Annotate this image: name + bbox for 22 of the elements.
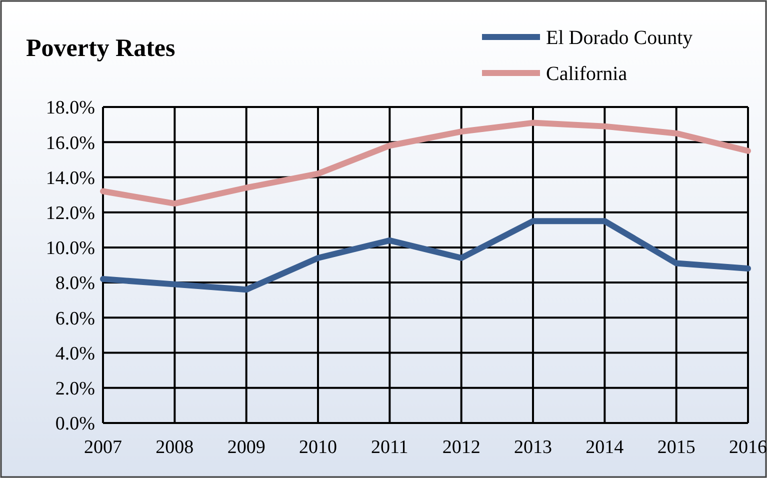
legend-label: El Dorado County: [546, 27, 693, 49]
y-tick-label: 6.0%: [55, 308, 96, 330]
x-tick-label: 2007: [84, 437, 122, 458]
y-tick-label: 2.0%: [55, 378, 96, 400]
y-tick-label: 0.0%: [55, 414, 96, 435]
x-tick-label: 2014: [586, 437, 624, 458]
x-tick-label: 2012: [442, 437, 480, 458]
x-tick-label: 2009: [227, 437, 266, 458]
y-tick-label: 16.0%: [46, 132, 96, 154]
chart-title: Poverty Rates: [26, 35, 176, 62]
legend-label: California: [546, 63, 628, 85]
y-tick-label: 14.0%: [46, 168, 96, 189]
y-tick-label: 8.0%: [55, 273, 96, 294]
x-tick-label: 2008: [156, 437, 194, 458]
y-tick-label: 12.0%: [46, 202, 96, 224]
y-tick-label: 18.0%: [46, 98, 96, 119]
x-tick-label: 2013: [514, 437, 552, 458]
x-tick-label: 2015: [657, 437, 696, 458]
y-tick-label: 4.0%: [55, 343, 96, 364]
x-tick-label: 2010: [299, 437, 337, 458]
x-tick-label: 2011: [371, 437, 408, 458]
y-tick-label: 10.0%: [46, 238, 96, 260]
